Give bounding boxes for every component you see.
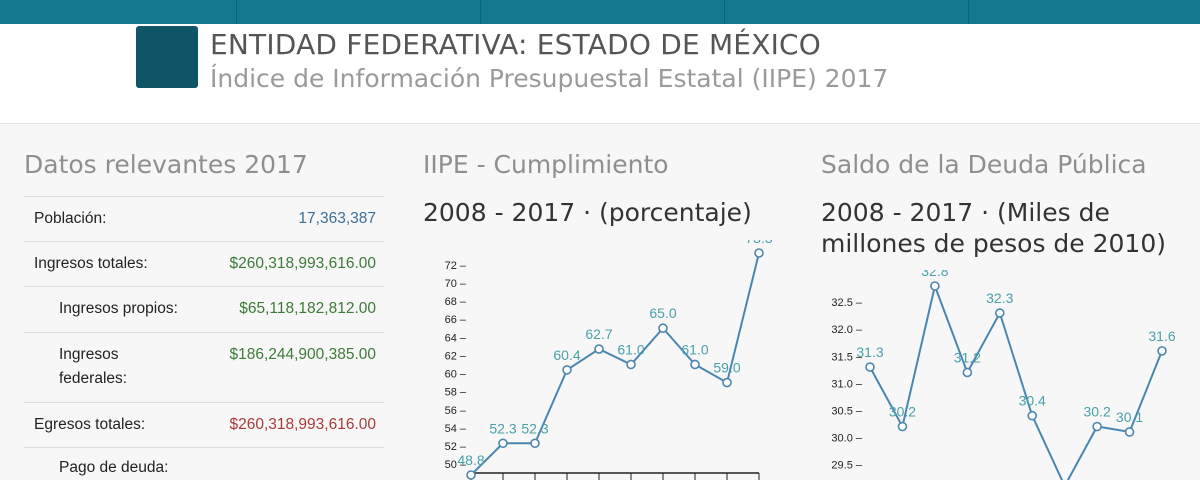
datos-relevantes-title: Datos relevantes 2017 xyxy=(24,150,308,179)
iipe-y-tick-label: 52 – xyxy=(445,441,467,453)
iipe-data-label: 52.3 xyxy=(521,420,548,436)
deuda-data-point xyxy=(994,308,1005,318)
iipe-data-point xyxy=(658,323,668,334)
iipe-data-label: 52.3 xyxy=(489,420,516,436)
iipe-line-chart: 50 – 52 – 54 – 56 – 58 – 60 – 62 – 64 – 66 – 68 –… xyxy=(445,240,773,480)
deuda-data-label: 31.2 xyxy=(954,349,981,365)
iipe-series-line xyxy=(470,252,760,476)
row-value: $65,118,182,812.00 xyxy=(239,300,376,317)
iipe-data-label: 48.8 xyxy=(457,452,484,468)
deuda-data-label: 32.3 xyxy=(986,290,1013,306)
iipe-y-tick-label: 50 – xyxy=(445,459,467,471)
iipe-y-tick-label: 70 – xyxy=(445,278,467,290)
deuda-series-line xyxy=(869,282,1163,480)
row-label: Población: xyxy=(34,210,107,227)
deuda-data-point xyxy=(1157,346,1167,356)
deuda-data-label: 32.8 xyxy=(921,270,948,279)
iipe-y-tick-label: 72 – xyxy=(445,260,467,272)
iipe-data-label: 61.0 xyxy=(617,341,644,357)
deuda-data-label: 30.2 xyxy=(1083,404,1110,420)
deuda-data-point xyxy=(1092,421,1102,432)
iipe-y-tick-label: 56 – xyxy=(445,405,467,417)
row-value: $260,318,993,616.00 xyxy=(229,255,376,272)
deuda-y-tick-label: 31.0 – xyxy=(831,378,862,390)
deuda-data-label: 31.6 xyxy=(1148,328,1175,344)
page-header: ENTIDAD FEDERATIVA: ESTADO DE MÉXICO Índ… xyxy=(0,24,1200,124)
deuda-y-tick-label: 32.5 – xyxy=(831,297,862,309)
nav-separator xyxy=(724,0,725,24)
iipe-y-tick-label: 66 – xyxy=(445,314,467,326)
page-title: ENTIDAD FEDERATIVA: ESTADO DE MÉXICO xyxy=(210,28,822,61)
deuda-data-point xyxy=(865,362,875,372)
deuda-chart-subtitle-line-1: 2008 - 2017 · (Miles de xyxy=(821,198,1110,227)
row-label: Egresos totales: xyxy=(34,416,146,433)
deuda-y-tick-label: 30.0 – xyxy=(831,432,862,444)
iipe-data-label: 73.3 xyxy=(745,240,772,246)
row-value: 17,363,387 xyxy=(298,210,376,227)
nav-separator xyxy=(480,0,481,24)
deuda-data-point xyxy=(930,281,940,291)
table-row-ingresos-federales: Ingresos federales: $186,244,900,385.00 xyxy=(24,333,384,403)
deuda-chart-title: Saldo de la Deuda Pública xyxy=(821,150,1147,179)
deuda-data-label: 30.2 xyxy=(889,404,916,420)
iipe-y-tick-label: 62 – xyxy=(445,350,467,362)
iipe-data-point xyxy=(562,365,572,375)
iipe-data-point xyxy=(690,359,700,370)
deuda-data-point xyxy=(897,421,908,432)
iipe-chart-subtitle: 2008 - 2017 · (porcentaje) xyxy=(423,198,752,227)
nav-separator xyxy=(236,0,237,24)
iipe-y-tick-label: 54 – xyxy=(445,423,467,435)
iipe-data-label: 61.0 xyxy=(681,341,708,357)
table-row-ingresos-totales: Ingresos totales: $260,318,993,616.00 xyxy=(24,242,384,287)
iipe-data-point xyxy=(594,344,604,354)
deuda-data-label: 31.3 xyxy=(856,344,883,360)
deuda-data-label: 30.1 xyxy=(1116,409,1143,425)
iipe-data-label: 60.4 xyxy=(553,347,580,363)
deuda-data-label: 30.4 xyxy=(1019,393,1046,409)
iipe-y-tick-label: 60 – xyxy=(445,369,467,381)
iipe-data-point xyxy=(626,359,636,370)
iipe-data-point xyxy=(754,248,764,258)
deuda-line-chart: 29.5 – 30.0 – 30.5 – 31.0 – 31.5 – 32.0 – 32.5… xyxy=(831,270,1176,480)
deuda-y-tick-label: 30.5 – xyxy=(831,405,862,417)
datos-relevantes-table: Población: 17,363,387 Ingresos totales: … xyxy=(24,196,384,480)
row-label: Ingresos totales: xyxy=(34,255,148,272)
iipe-data-point xyxy=(530,438,540,449)
deuda-y-tick-label: 29.5 – xyxy=(831,459,862,471)
iipe-y-tick-label: 58 – xyxy=(445,387,467,399)
table-row-pago-deuda: Pago de deuda: xyxy=(24,448,384,480)
nav-separator xyxy=(968,0,969,24)
row-label: Ingresos propios: xyxy=(59,300,178,317)
iipe-data-label: 62.7 xyxy=(585,326,612,342)
entity-logo xyxy=(136,26,198,88)
iipe-chart-title: IIPE - Cumplimiento xyxy=(423,150,669,179)
page-subtitle: Índice de Información Presupuestal Estat… xyxy=(210,64,889,93)
iipe-y-tick-label: 68 – xyxy=(445,296,467,308)
row-label: Ingresos federales: xyxy=(59,346,128,387)
deuda-data-point xyxy=(1124,427,1135,437)
iipe-data-label: 59.0 xyxy=(713,360,740,376)
deuda-data-point xyxy=(1027,410,1038,421)
deuda-chart-subtitle-line-2: millones de pesos de 2010) xyxy=(821,229,1166,258)
row-value: $186,244,900,385.00 xyxy=(229,346,376,363)
table-row-egresos-totales: Egresos totales: $260,318,993,616.00 xyxy=(24,403,384,448)
iipe-y-tick-label: 64 – xyxy=(445,332,467,344)
table-row-ingresos-propios: Ingresos propios: $65,118,182,812.00 xyxy=(24,287,384,333)
deuda-data-point xyxy=(962,367,973,378)
top-navigation-bar xyxy=(0,0,1200,32)
row-value: $260,318,993,616.00 xyxy=(229,416,376,433)
iipe-data-point xyxy=(722,377,732,388)
row-label: Pago de deuda: xyxy=(59,459,169,476)
deuda-y-tick-label: 31.5 – xyxy=(831,351,862,363)
iipe-data-point xyxy=(466,470,476,480)
table-row-poblacion: Población: 17,363,387 xyxy=(24,197,384,242)
deuda-y-tick-label: 32.0 – xyxy=(831,324,862,336)
iipe-data-point xyxy=(498,438,508,449)
iipe-data-label: 65.0 xyxy=(649,305,676,321)
